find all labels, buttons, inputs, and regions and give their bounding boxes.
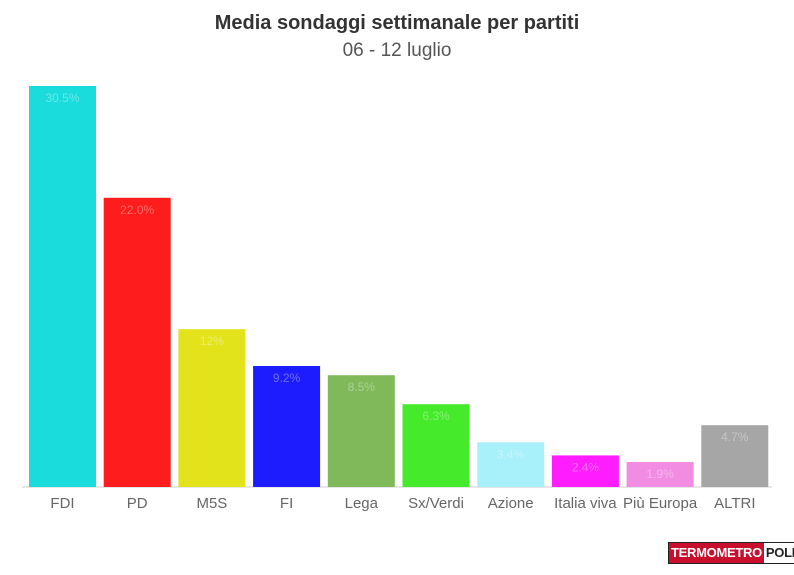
bar-italia-viva bbox=[551, 455, 619, 487]
category-label: FI bbox=[280, 495, 293, 512]
chart-subtitle: 06 - 12 luglio bbox=[342, 40, 452, 61]
bars-group: 30.5% FDI 22.0% PD 12% M5S 9.2% FI 8.5% Lega 6.3% S… bbox=[29, 86, 769, 512]
value-label: 30.5% bbox=[45, 91, 79, 105]
logo-part-2: POLITICO bbox=[763, 543, 794, 563]
bar-azione bbox=[477, 442, 545, 487]
category-label: Italia viva bbox=[554, 495, 617, 512]
bar-pi-europa bbox=[626, 462, 694, 487]
logo-part-1: TERMOMETRO bbox=[669, 543, 764, 563]
category-label: ALTRI bbox=[714, 495, 755, 512]
bar-fi bbox=[253, 366, 321, 487]
category-label: PD bbox=[127, 495, 148, 512]
value-label: 22.0% bbox=[120, 203, 154, 217]
bar-altri bbox=[701, 425, 769, 487]
category-label: Azione bbox=[488, 495, 534, 512]
termometro-politico-logo: TERMOMETRO POLITICO bbox=[668, 542, 794, 564]
value-label: 2.4% bbox=[572, 460, 600, 474]
value-label: 9.2% bbox=[273, 371, 301, 385]
category-label: M5S bbox=[196, 495, 227, 512]
bar-pd bbox=[103, 197, 171, 488]
value-label: 1.9% bbox=[646, 467, 674, 481]
value-label: 6.3% bbox=[422, 409, 450, 423]
value-label: 3.4% bbox=[497, 447, 525, 461]
bar-lega bbox=[327, 375, 395, 487]
category-label: Più Europa bbox=[623, 495, 698, 512]
chart-title: Media sondaggi settimanale per partiti bbox=[214, 12, 580, 34]
category-label: Lega bbox=[345, 495, 379, 512]
value-label: 4.7% bbox=[721, 430, 749, 444]
bar-fdi bbox=[29, 86, 96, 487]
value-label: 8.5% bbox=[348, 380, 376, 394]
category-label: FDI bbox=[50, 495, 74, 512]
category-label: Sx/Verdi bbox=[408, 495, 464, 512]
value-label: 12% bbox=[200, 334, 224, 348]
bar-m5s bbox=[178, 329, 246, 487]
bar-sx-verdi bbox=[402, 404, 470, 487]
